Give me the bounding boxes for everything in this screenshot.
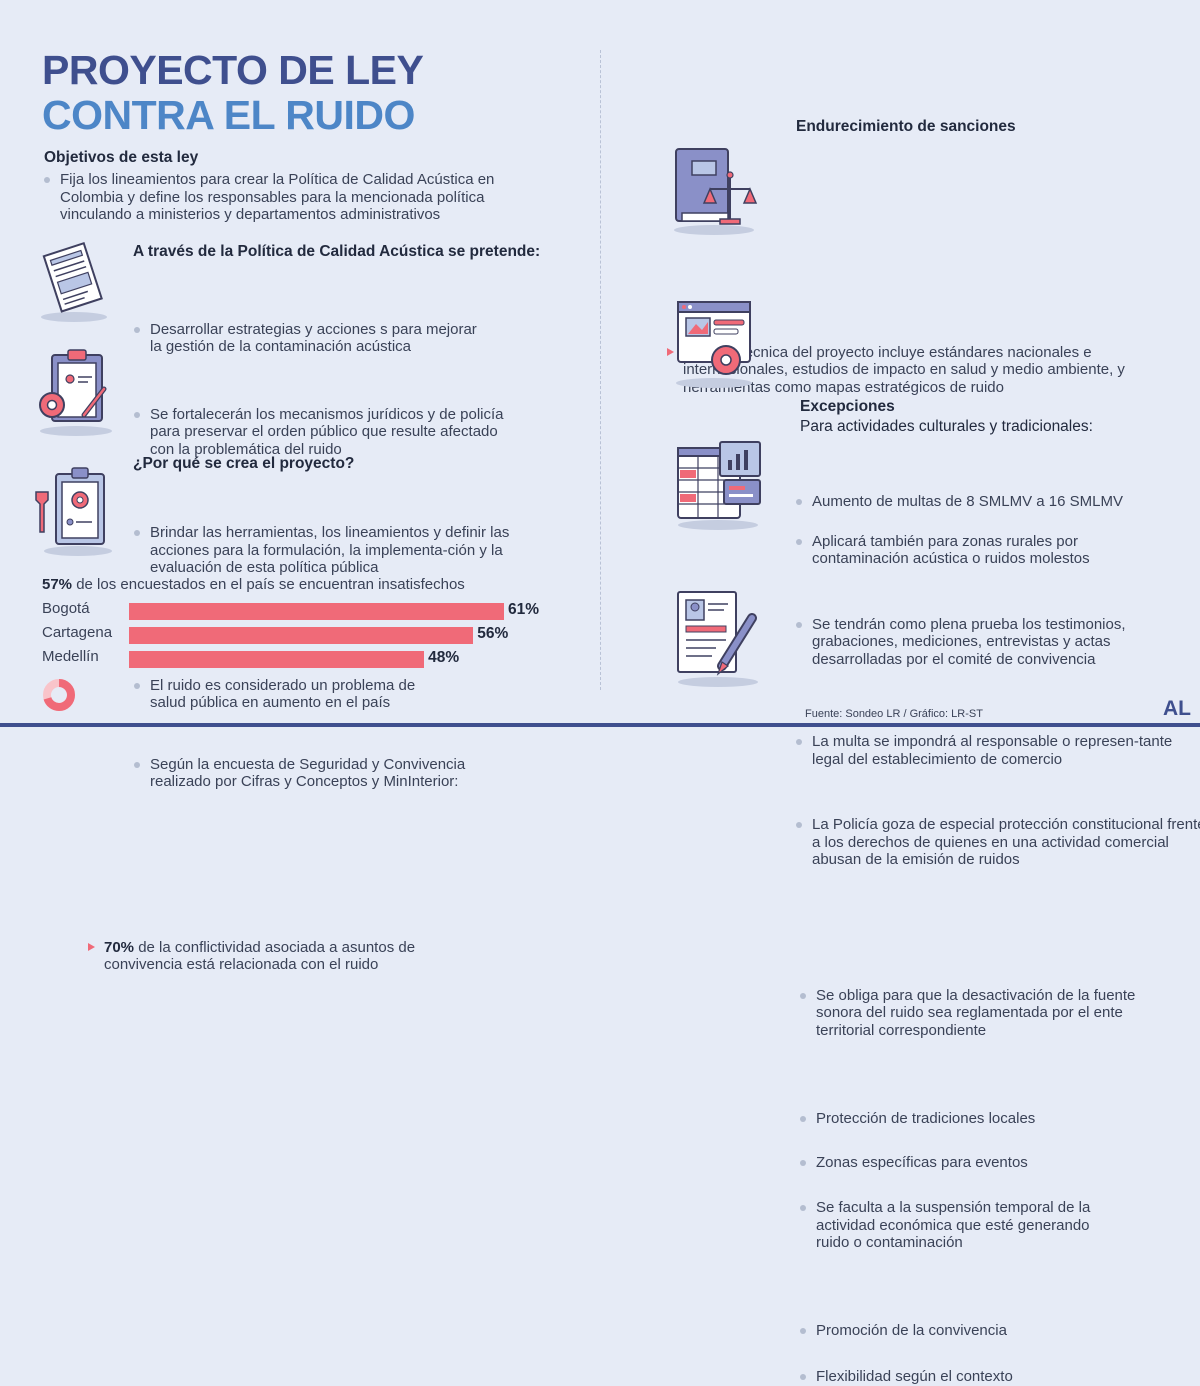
excepciones-item: Se faculta a la suspensión temporal de l…	[796, 1199, 1096, 1252]
bar	[129, 651, 425, 668]
donut-arc	[43, 679, 75, 711]
excepciones-heading: Excepciones	[800, 398, 895, 415]
bar-value-label: 61%	[508, 601, 540, 618]
spreadsheet-chart-icon	[672, 438, 770, 530]
bar-category-label: Bogotá	[42, 600, 90, 617]
bottom-rule	[0, 723, 1200, 727]
title-line-2: CONTRA EL RUIDO	[42, 92, 415, 138]
bar-category-label: Cartagena	[42, 624, 113, 641]
excepciones-item: Flexibilidad según el contexto	[796, 1368, 1146, 1386]
bar-value-label: 48%	[428, 649, 460, 666]
excepciones-item: Zonas específicas para eventos	[796, 1154, 1146, 1172]
sanciones-item: La multa se impondrá al responsable o re…	[792, 733, 1192, 768]
excepciones-subheading: Para actividades culturales y tradiciona…	[800, 418, 1093, 435]
publisher-logo: AL	[1163, 697, 1191, 720]
resume-pen-icon	[672, 588, 766, 688]
sanciones-item: La Policía goza de especial protección c…	[792, 816, 1200, 869]
sanciones-item: Se tendrán como plena prueba los testimo…	[792, 616, 1192, 669]
base-tecnica: La base técnica del proyecto incluye est…	[665, 344, 1143, 397]
clipboard-wrench-icon	[34, 462, 114, 556]
title-line-1: PROYECTO DE LEY	[42, 47, 424, 93]
bar-value-label: 56%	[477, 625, 509, 642]
excepciones-item: Promoción de la convivencia	[796, 1322, 1146, 1340]
sanciones-item: Aplicará también para zonas rurales por …	[792, 533, 1152, 568]
encuesta-line: 57% de los encuestados en el país se enc…	[42, 576, 465, 594]
sanciones-item: Aumento de multas de 8 SMLMV a 16 SMLMV	[792, 493, 1192, 511]
conflictividad-text: 70% de la conflictividad asociada a asun…	[86, 939, 454, 974]
conflictividad-pct: 70%	[104, 938, 135, 956]
porque-heading: ¿Por qué se crea el proyecto?	[133, 455, 355, 472]
bar	[129, 627, 474, 644]
politica-item: Brindar las herramientas, los lineamient…	[130, 524, 540, 577]
excepciones-item: Protección de tradiciones locales	[796, 1110, 1146, 1128]
page-title: PROYECTO DE LEY CONTRA EL RUIDO	[42, 47, 424, 138]
excepciones-item: Se obliga para que la desactivación de l…	[796, 987, 1146, 1040]
document-icon	[38, 240, 110, 322]
porque-item: El ruido es considerado un problema de s…	[130, 677, 450, 712]
bar-category-label: Medellín	[42, 648, 99, 665]
conflictividad-desc: de la conflictividad asociada a asuntos …	[104, 938, 416, 974]
clipboard-gear-icon	[32, 345, 116, 437]
sanciones-heading: Endurecimiento de sanciones	[796, 118, 1016, 135]
browser-gear-icon	[670, 296, 758, 388]
donut-icon	[42, 678, 76, 712]
encuesta-pct: 57%	[42, 576, 73, 593]
law-book-scales-icon	[668, 143, 760, 235]
politica-item: Se fortalecerán los mecanismos jurídicos…	[130, 406, 510, 459]
source-note: Fuente: Sondeo LR / Gráfico: LR-ST	[805, 708, 983, 720]
objetivos-text: Fija los lineamientos para crear la Polí…	[40, 171, 555, 224]
politica-heading: A través de la Política de Calidad Acúst…	[133, 243, 541, 260]
objetivos-heading: Objetivos de esta ley	[44, 149, 199, 166]
porque-item: Según la encuesta de Seguridad y Convive…	[130, 756, 530, 791]
politica-item: Desarrollar estrategias y acciones s par…	[130, 321, 490, 356]
column-divider	[600, 50, 601, 690]
encuesta-text: de los encuestados en el país se encuent…	[72, 576, 465, 593]
bar	[129, 603, 504, 620]
